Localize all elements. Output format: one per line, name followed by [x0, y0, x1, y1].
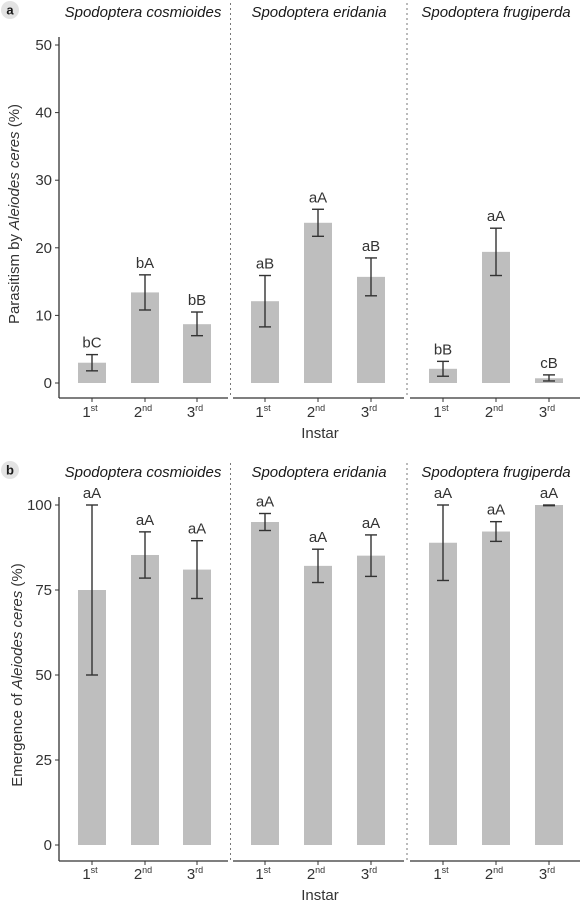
panel-label-badge [1, 461, 19, 479]
facet-title: Spodoptera eridania [251, 4, 386, 21]
facet-3: Spodoptera frugiperda bB 1st aA 2nd cB 3rd [406, 3, 580, 421]
y-axis-title: Emergence of Aleiodes ceres (%) [9, 563, 26, 786]
panel-label: b [6, 463, 14, 478]
x-tick-label: 2nd [307, 865, 325, 883]
y-tick-label: 30 [35, 172, 52, 189]
bar [131, 554, 159, 845]
facet-1: Spodoptera cosmioides aA 1st aA 2nd aA 3rd [59, 464, 228, 883]
significance-label: bB [188, 292, 206, 309]
significance-label: cB [540, 355, 558, 372]
significance-label: aA [362, 515, 380, 532]
x-tick-label: 1st [433, 865, 449, 883]
y-tick-label: 40 [35, 105, 52, 122]
y-axis-title: Parasitism by Aleiodes ceres (%) [6, 104, 23, 324]
significance-label: bA [136, 255, 154, 272]
bar [183, 569, 211, 845]
significance-label: aA [487, 208, 505, 225]
x-axis-title: Instar [301, 887, 339, 901]
bar [357, 555, 385, 845]
x-tick-label: 2nd [485, 403, 503, 421]
x-axis-title: Instar [301, 425, 339, 442]
bar [251, 522, 279, 845]
x-tick-label: 2nd [485, 865, 503, 883]
x-tick-label: 3rd [361, 865, 377, 883]
facet-2: Spodoptera eridania aB 1st aA 2nd aB 3rd [230, 3, 404, 421]
significance-label: aB [256, 256, 274, 273]
x-tick-label: 2nd [134, 865, 152, 883]
significance-label: bC [82, 335, 101, 352]
y-tick-label: 50 [35, 37, 52, 54]
y-tick-label: 10 [35, 307, 52, 324]
y-tick-label: 75 [35, 582, 52, 599]
x-tick-label: 3rd [539, 865, 555, 883]
facet-2: Spodoptera eridania aA 1st aA 2nd aA 3rd [230, 463, 404, 883]
significance-label: aA [136, 512, 154, 529]
significance-label: aA [188, 521, 206, 538]
x-tick-label: 1st [82, 403, 98, 421]
x-tick-label: 1st [82, 865, 98, 883]
facet-3: Spodoptera frugiperda aA 1st aA 2nd aA 3rd [406, 463, 580, 883]
facet-title: Spodoptera eridania [251, 464, 386, 481]
y-tick-label: 100 [27, 497, 52, 514]
facet-title: Spodoptera frugiperda [421, 464, 570, 481]
significance-label: aA [309, 189, 327, 206]
bar [304, 565, 332, 845]
y-tick-label: 20 [35, 240, 52, 257]
significance-label: aA [256, 494, 274, 511]
panel-label: a [6, 3, 14, 18]
significance-label: aA [83, 485, 101, 502]
y-tick-label: 50 [35, 667, 52, 684]
x-tick-label: 3rd [539, 403, 555, 421]
panel-label-badge [1, 1, 19, 19]
x-tick-label: 2nd [134, 403, 152, 421]
y-tick-label: 25 [35, 752, 52, 769]
x-tick-label: 1st [255, 403, 271, 421]
bar [304, 222, 332, 383]
significance-label: aB [362, 238, 380, 255]
x-tick-label: 2nd [307, 403, 325, 421]
facet-title: Spodoptera frugiperda [421, 4, 570, 21]
significance-label: aA [309, 529, 327, 546]
bar [535, 505, 563, 845]
facet-title: Spodoptera cosmioides [65, 464, 222, 481]
x-tick-label: 3rd [187, 865, 203, 883]
x-tick-label: 1st [433, 403, 449, 421]
bar [482, 531, 510, 845]
bar [429, 542, 457, 845]
y-tick-label: 0 [44, 375, 52, 392]
significance-label: bB [434, 341, 452, 358]
x-tick-label: 3rd [361, 403, 377, 421]
facet-1: Spodoptera cosmioides bC 1st bA 2nd bB 3rd [59, 4, 228, 421]
bar [78, 362, 106, 383]
facet-title: Spodoptera cosmioides [65, 4, 222, 21]
x-tick-label: 1st [255, 865, 271, 883]
significance-label: aA [540, 485, 558, 502]
significance-label: aA [487, 502, 505, 519]
panel-b: b 0 25 50 75 100 Emergence of Aleiodes ceres (… [1, 461, 580, 901]
significance-label: aA [434, 485, 452, 502]
panel-a: a 0 10 20 30 40 50 Parasitism by Aleiodes ceres… [1, 1, 580, 442]
x-tick-label: 3rd [187, 403, 203, 421]
y-tick-label: 0 [44, 837, 52, 854]
